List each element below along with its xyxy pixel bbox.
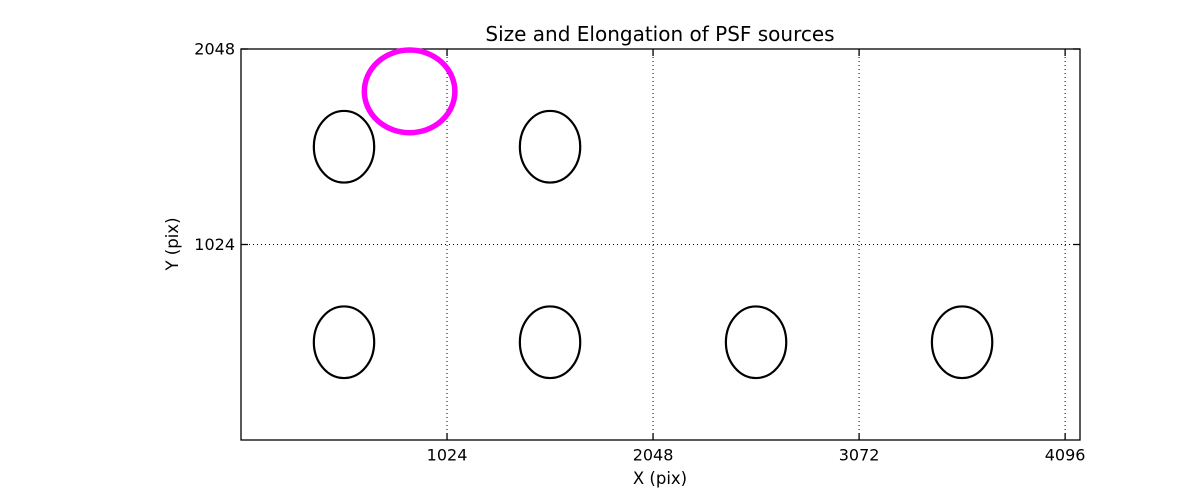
- plot-title: Size and Elongation of PSF sources: [485, 22, 834, 46]
- x-tick-label: 1024: [427, 446, 468, 465]
- psf-source-ellipse-highlighted: [361, 47, 458, 136]
- psf-source-ellipse: [312, 305, 376, 380]
- y-tick-label: 2048: [194, 40, 235, 59]
- y-axis-label: Y (pix): [163, 217, 182, 271]
- psf-source-ellipse: [724, 305, 788, 380]
- x-tick-label: 4096: [1045, 446, 1086, 465]
- tick-label-layer: 1024 2048 3072 4096 1024 2048: [194, 40, 1085, 465]
- psf-source-ellipse: [518, 305, 582, 380]
- x-tick-label: 2048: [633, 446, 674, 465]
- psf-source-ellipse: [930, 305, 994, 380]
- psf-source-ellipse: [312, 109, 376, 184]
- tick-layer: [241, 48, 1080, 440]
- y-tick-label: 1024: [194, 235, 235, 254]
- x-tick-label: 3072: [839, 446, 880, 465]
- psf-source-ellipse: [518, 109, 582, 184]
- psf-source-layer: [312, 47, 994, 380]
- x-axis-label: X (pix): [633, 469, 687, 488]
